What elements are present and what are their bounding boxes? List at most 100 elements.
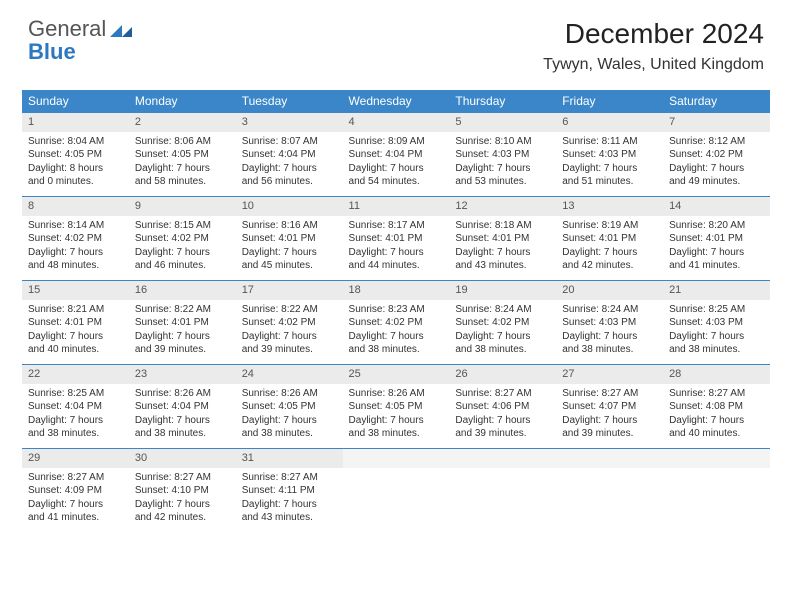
daylight-text: and 38 minutes.	[349, 343, 444, 357]
brand-word2: Blue	[28, 39, 76, 64]
day-number: 9	[129, 197, 236, 216]
sunrise-text: Sunrise: 8:19 AM	[562, 219, 657, 233]
day-number: 1	[22, 113, 129, 132]
sunrise-text: Sunrise: 8:04 AM	[28, 135, 123, 149]
sunrise-text: Sunrise: 8:14 AM	[28, 219, 123, 233]
sunrise-text: Sunrise: 8:11 AM	[562, 135, 657, 149]
daylight-text: and 39 minutes.	[562, 427, 657, 441]
sunrise-text: Sunrise: 8:17 AM	[349, 219, 444, 233]
sunset-text: Sunset: 4:01 PM	[242, 232, 337, 246]
day-content: Sunrise: 8:17 AMSunset: 4:01 PMDaylight:…	[343, 216, 450, 277]
page-title: December 2024	[543, 18, 764, 50]
calendar-day-cell: 12Sunrise: 8:18 AMSunset: 4:01 PMDayligh…	[449, 197, 556, 281]
daylight-text: Daylight: 7 hours	[28, 330, 123, 344]
sunset-text: Sunset: 4:02 PM	[349, 316, 444, 330]
sunset-text: Sunset: 4:01 PM	[28, 316, 123, 330]
sunset-text: Sunset: 4:10 PM	[135, 484, 230, 498]
calendar-day-cell: 19Sunrise: 8:24 AMSunset: 4:02 PMDayligh…	[449, 281, 556, 365]
daylight-text: Daylight: 7 hours	[349, 414, 444, 428]
sunset-text: Sunset: 4:05 PM	[135, 148, 230, 162]
sunset-text: Sunset: 4:02 PM	[135, 232, 230, 246]
day-content: Sunrise: 8:24 AMSunset: 4:02 PMDaylight:…	[449, 300, 556, 361]
day-number: 24	[236, 365, 343, 384]
sunset-text: Sunset: 4:04 PM	[349, 148, 444, 162]
daylight-text: and 48 minutes.	[28, 259, 123, 273]
sunrise-text: Sunrise: 8:27 AM	[455, 387, 550, 401]
day-number: 28	[663, 365, 770, 384]
day-content: Sunrise: 8:20 AMSunset: 4:01 PMDaylight:…	[663, 216, 770, 277]
sunrise-text: Sunrise: 8:23 AM	[349, 303, 444, 317]
daylight-text: and 39 minutes.	[455, 427, 550, 441]
daylight-text: and 38 minutes.	[242, 427, 337, 441]
daylight-text: and 45 minutes.	[242, 259, 337, 273]
day-content: Sunrise: 8:21 AMSunset: 4:01 PMDaylight:…	[22, 300, 129, 361]
sunrise-text: Sunrise: 8:24 AM	[455, 303, 550, 317]
sunset-text: Sunset: 4:05 PM	[349, 400, 444, 414]
sunrise-text: Sunrise: 8:27 AM	[562, 387, 657, 401]
calendar-day-cell: 17Sunrise: 8:22 AMSunset: 4:02 PMDayligh…	[236, 281, 343, 365]
calendar-head: SundayMondayTuesdayWednesdayThursdayFrid…	[22, 90, 770, 113]
day-content: Sunrise: 8:23 AMSunset: 4:02 PMDaylight:…	[343, 300, 450, 361]
day-number: 12	[449, 197, 556, 216]
day-content: Sunrise: 8:04 AMSunset: 4:05 PMDaylight:…	[22, 132, 129, 193]
daylight-text: and 39 minutes.	[242, 343, 337, 357]
day-content: Sunrise: 8:10 AMSunset: 4:03 PMDaylight:…	[449, 132, 556, 193]
calendar-week-row: 22Sunrise: 8:25 AMSunset: 4:04 PMDayligh…	[22, 365, 770, 449]
calendar-table: SundayMondayTuesdayWednesdayThursdayFrid…	[22, 90, 770, 533]
sunrise-text: Sunrise: 8:26 AM	[135, 387, 230, 401]
day-number: 18	[343, 281, 450, 300]
sunrise-text: Sunrise: 8:15 AM	[135, 219, 230, 233]
day-number: 26	[449, 365, 556, 384]
sunset-text: Sunset: 4:03 PM	[562, 148, 657, 162]
calendar-day-cell: 14Sunrise: 8:20 AMSunset: 4:01 PMDayligh…	[663, 197, 770, 281]
sunrise-text: Sunrise: 8:20 AM	[669, 219, 764, 233]
day-number: 14	[663, 197, 770, 216]
daylight-text: Daylight: 7 hours	[135, 162, 230, 176]
daylight-text: and 58 minutes.	[135, 175, 230, 189]
calendar-day-cell: 9Sunrise: 8:15 AMSunset: 4:02 PMDaylight…	[129, 197, 236, 281]
day-number: 25	[343, 365, 450, 384]
day-header: Friday	[556, 90, 663, 113]
daylight-text: Daylight: 7 hours	[28, 414, 123, 428]
sunrise-text: Sunrise: 8:06 AM	[135, 135, 230, 149]
day-header: Saturday	[663, 90, 770, 113]
daylight-text: Daylight: 7 hours	[135, 498, 230, 512]
day-number: 20	[556, 281, 663, 300]
sunrise-text: Sunrise: 8:26 AM	[242, 387, 337, 401]
daylight-text: Daylight: 7 hours	[562, 162, 657, 176]
calendar-day-cell: 27Sunrise: 8:27 AMSunset: 4:07 PMDayligh…	[556, 365, 663, 449]
daylight-text: Daylight: 7 hours	[669, 330, 764, 344]
calendar-day-cell: 8Sunrise: 8:14 AMSunset: 4:02 PMDaylight…	[22, 197, 129, 281]
daylight-text: Daylight: 7 hours	[28, 498, 123, 512]
day-number-empty	[449, 449, 556, 468]
daylight-text: Daylight: 7 hours	[455, 414, 550, 428]
day-content: Sunrise: 8:11 AMSunset: 4:03 PMDaylight:…	[556, 132, 663, 193]
day-number: 5	[449, 113, 556, 132]
daylight-text: and 53 minutes.	[455, 175, 550, 189]
calendar-day-cell: 4Sunrise: 8:09 AMSunset: 4:04 PMDaylight…	[343, 113, 450, 197]
title-block: December 2024 Tywyn, Wales, United Kingd…	[543, 18, 764, 74]
day-content: Sunrise: 8:07 AMSunset: 4:04 PMDaylight:…	[236, 132, 343, 193]
day-number: 17	[236, 281, 343, 300]
day-number: 27	[556, 365, 663, 384]
sunset-text: Sunset: 4:02 PM	[28, 232, 123, 246]
day-number: 7	[663, 113, 770, 132]
calendar-week-row: 8Sunrise: 8:14 AMSunset: 4:02 PMDaylight…	[22, 197, 770, 281]
calendar-day-cell: 28Sunrise: 8:27 AMSunset: 4:08 PMDayligh…	[663, 365, 770, 449]
daylight-text: and 41 minutes.	[28, 511, 123, 525]
day-content: Sunrise: 8:12 AMSunset: 4:02 PMDaylight:…	[663, 132, 770, 193]
calendar-day-cell: 2Sunrise: 8:06 AMSunset: 4:05 PMDaylight…	[129, 113, 236, 197]
day-header: Monday	[129, 90, 236, 113]
sunset-text: Sunset: 4:02 PM	[669, 148, 764, 162]
sunset-text: Sunset: 4:05 PM	[28, 148, 123, 162]
sunrise-text: Sunrise: 8:25 AM	[28, 387, 123, 401]
sunset-text: Sunset: 4:07 PM	[562, 400, 657, 414]
daylight-text: Daylight: 7 hours	[669, 414, 764, 428]
sunrise-text: Sunrise: 8:18 AM	[455, 219, 550, 233]
daylight-text: and 51 minutes.	[562, 175, 657, 189]
day-content: Sunrise: 8:27 AMSunset: 4:08 PMDaylight:…	[663, 384, 770, 445]
calendar-day-cell: 26Sunrise: 8:27 AMSunset: 4:06 PMDayligh…	[449, 365, 556, 449]
day-content: Sunrise: 8:06 AMSunset: 4:05 PMDaylight:…	[129, 132, 236, 193]
daylight-text: Daylight: 7 hours	[242, 330, 337, 344]
sunset-text: Sunset: 4:01 PM	[455, 232, 550, 246]
